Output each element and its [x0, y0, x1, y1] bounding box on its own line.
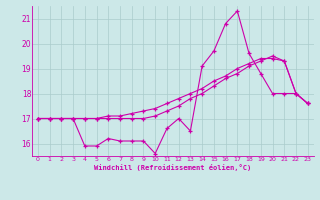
- X-axis label: Windchill (Refroidissement éolien,°C): Windchill (Refroidissement éolien,°C): [94, 164, 252, 171]
